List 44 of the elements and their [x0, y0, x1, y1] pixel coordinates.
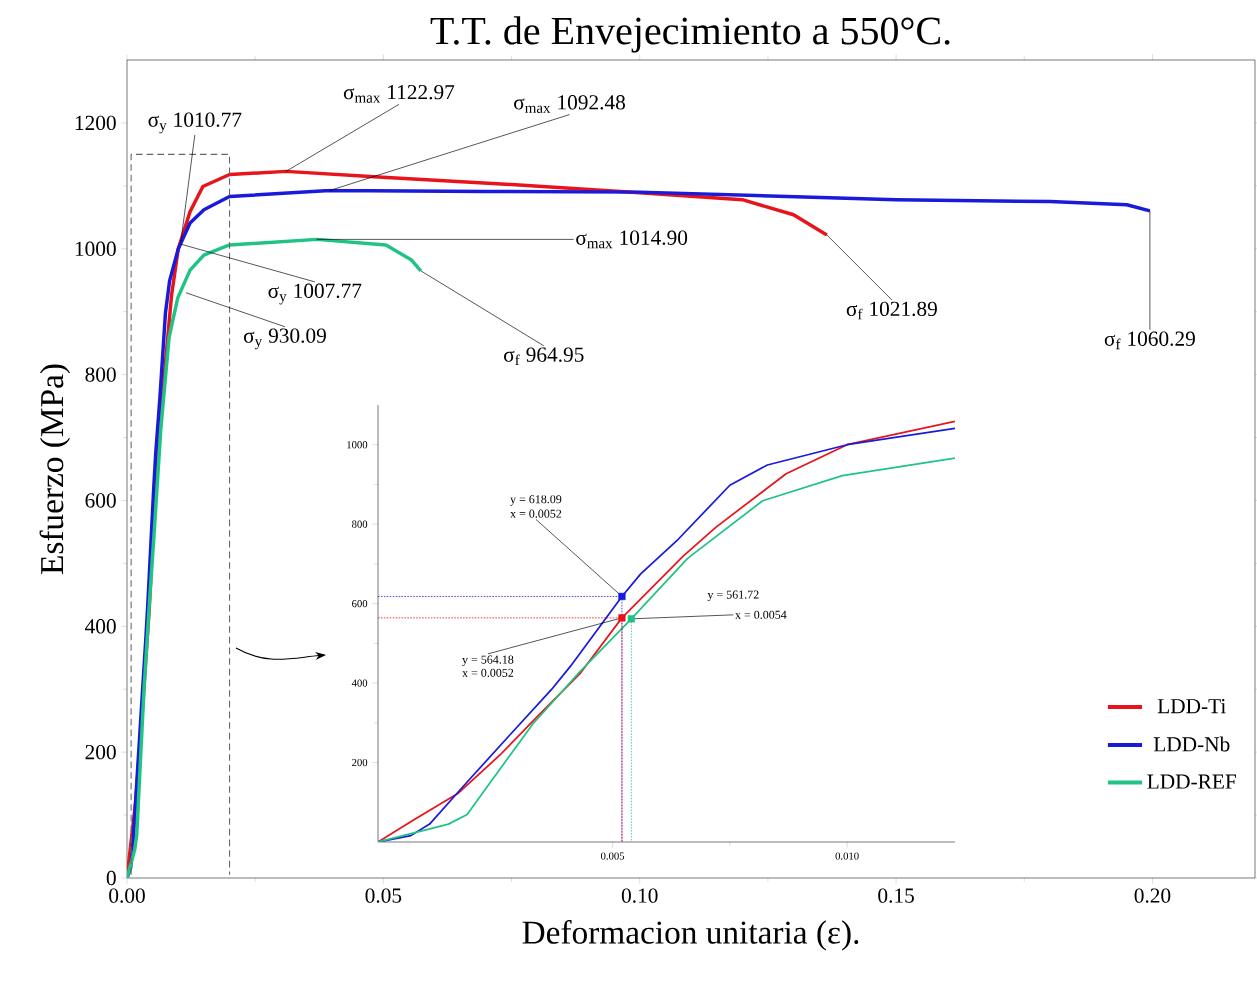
y-tick-label: 1000: [75, 241, 116, 256]
annotation: x = 0.0052: [462, 668, 514, 677]
annotation: σ$_{max}$ 1092.48: [514, 95, 625, 113]
annotation: σ$_{y}$ 930.09: [243, 328, 326, 350]
annotation: σ$_{max}$ 1014.90: [576, 230, 688, 249]
y-tick-label: 0: [106, 870, 116, 886]
y-axis-title: Esfuerzo (MPa): [39, 364, 71, 575]
legend-label: LDD-Nb: [1153, 736, 1230, 752]
annotation: σ$_{f}$ 964.95: [504, 347, 584, 366]
annotation: σ$_{y}$ 1007.77: [268, 283, 362, 305]
annotation: y = 564.18: [462, 655, 514, 667]
y-tick-label: 800: [352, 520, 368, 528]
y-tick-label: 600: [352, 600, 368, 608]
point: [618, 592, 626, 601]
annotation: y = 561.72: [707, 590, 759, 602]
point: [627, 615, 635, 623]
chart-title: T.T. de Envejecimiento a 550°C.: [430, 16, 950, 53]
x-tick-label: 0.005: [600, 852, 625, 860]
y-tick-label: 1000: [347, 441, 368, 449]
annotation: y = 618.09: [510, 495, 562, 506]
y-tick-label: 200: [352, 758, 368, 767]
y-tick-label: 800: [85, 367, 116, 382]
y-tick-label: 400: [85, 619, 116, 634]
annotation: σ$_{f}$ 1060.29: [1104, 331, 1195, 350]
annotation: σ$_{f}$ 1021.89: [846, 301, 937, 320]
annotation: x = 0.0052: [510, 509, 562, 518]
y-tick-label: 600: [85, 493, 116, 508]
y-tick-label: 200: [85, 744, 116, 760]
x-tick-label: 0.00: [109, 888, 145, 903]
x-axis-title: Deformacion unitaria (ε).: [522, 920, 859, 951]
legend-label: LDD-REF: [1147, 774, 1237, 789]
x-tick-label: 0.10: [621, 888, 658, 903]
y-tick-label: 400: [351, 679, 368, 687]
x-tick-label: 0.15: [878, 888, 914, 903]
annotation: σ$_{max}$ 1122.97: [343, 85, 455, 103]
x-tick-label: 0.05: [365, 888, 402, 903]
y-tick-label: 1200: [75, 115, 116, 131]
x-tick-label: 0.20: [1134, 888, 1171, 903]
legend-label: LDD-Ti: [1157, 699, 1226, 714]
line-series: [127, 237, 423, 878]
point: [618, 614, 626, 622]
x-tick-label: 0.010: [835, 852, 859, 860]
annotation: x = 0.0054: [735, 610, 787, 619]
annotation: σ$_{y}$ 1010.77: [148, 112, 242, 134]
